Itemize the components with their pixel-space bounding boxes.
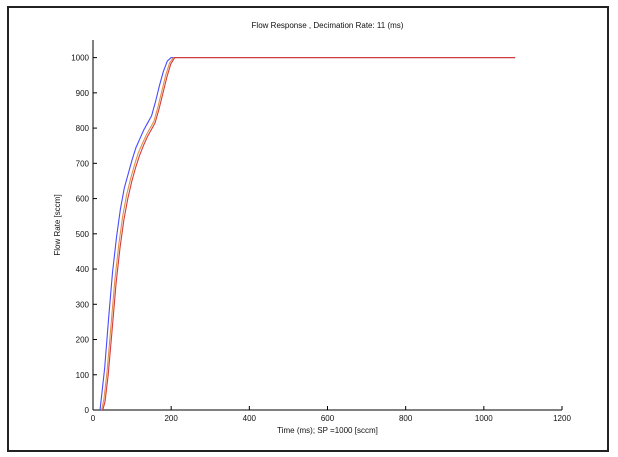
series-line-3	[102, 57, 516, 411]
x-tick-label: 600	[321, 414, 335, 423]
y-tick-label: 500	[76, 230, 90, 239]
x-tick-label: 200	[164, 414, 178, 423]
axes	[92, 40, 562, 411]
y-tick-label: 600	[76, 195, 90, 204]
y-tick-label: 700	[76, 159, 90, 168]
series-line-1	[99, 57, 516, 411]
y-axis-label: Flow Rate [sccm]	[53, 194, 62, 255]
series-line-2	[101, 57, 516, 411]
y-tick-label: 1000	[71, 54, 89, 63]
y-tick-label: 200	[76, 336, 90, 345]
tick-marks: 0 200 400 600 800 1000 1200 0 100 200 300 400 500 600…	[71, 54, 571, 423]
figure-frame: Flow Response , Decimation Rate: 11 (ms)…	[7, 6, 609, 452]
y-tick-label: 800	[76, 124, 90, 133]
x-tick-label: 0	[91, 414, 96, 423]
x-tick-label: 400	[243, 414, 257, 423]
x-tick-label: 800	[399, 414, 413, 423]
y-tick-label: 0	[85, 406, 90, 415]
x-tick-label: 1000	[475, 414, 493, 423]
chart-title: Flow Response , Decimation Rate: 11 (ms)	[252, 21, 404, 30]
y-tick-label: 300	[76, 300, 90, 309]
flow-response-chart: Flow Response , Decimation Rate: 11 (ms)…	[53, 21, 571, 435]
y-tick-label: 900	[76, 89, 90, 98]
x-axis-label: Time (ms); SP =1000 [sccm]	[277, 426, 378, 435]
data-series	[99, 57, 516, 411]
x-tick-label: 1200	[553, 414, 571, 423]
y-tick-label: 100	[76, 371, 90, 380]
y-tick-label: 400	[76, 265, 90, 274]
